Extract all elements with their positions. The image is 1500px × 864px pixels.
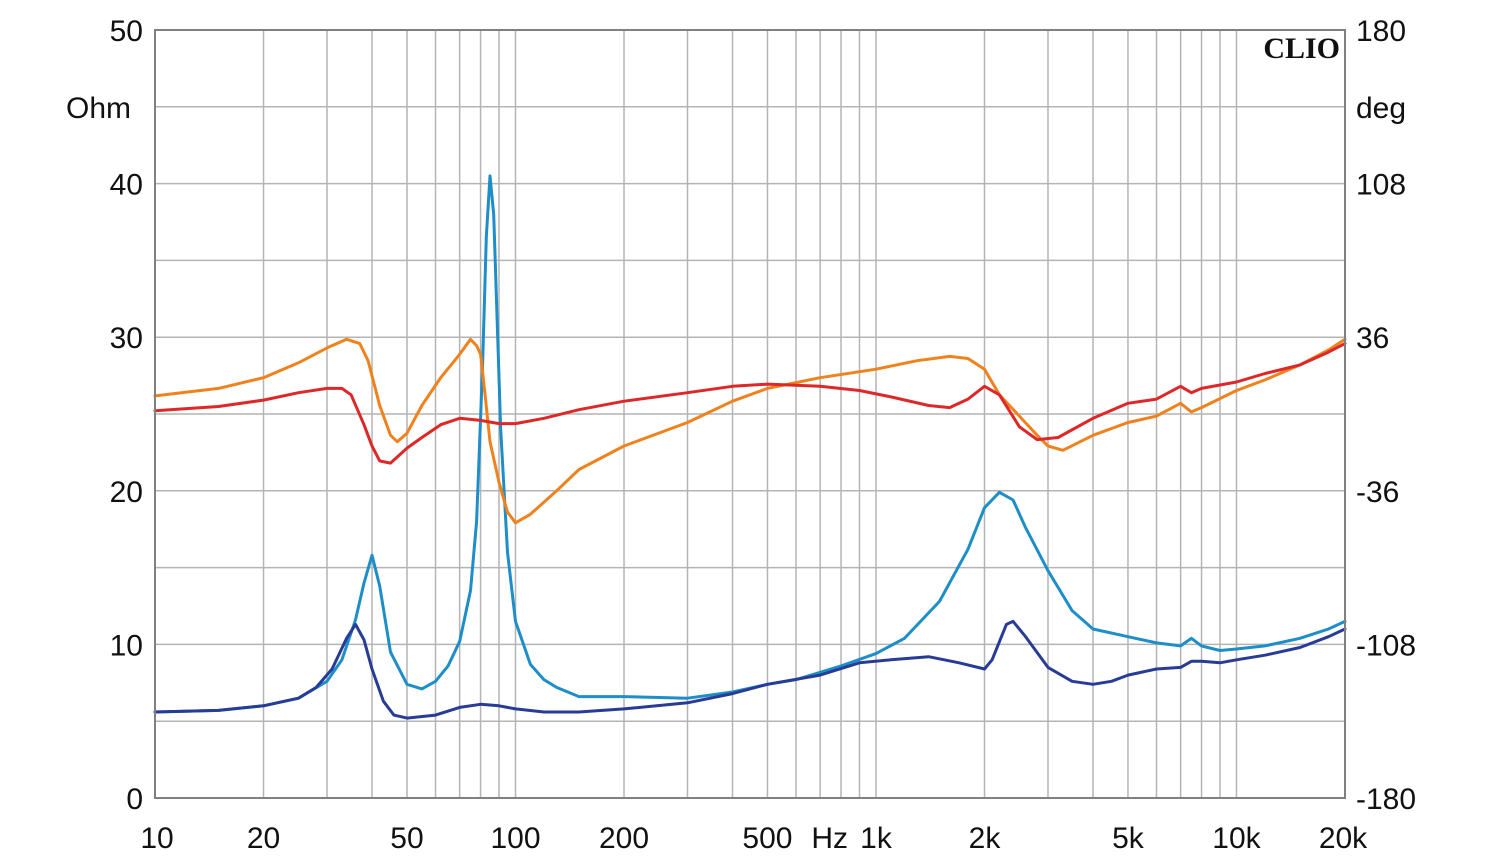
x-tick-label: 20k (1319, 822, 1368, 855)
x-tick-label: 1k (860, 822, 893, 855)
clio-watermark: CLIO (1263, 32, 1340, 65)
x-tick-label: 10k (1212, 822, 1261, 855)
y-right-tick-label: 108 (1356, 169, 1406, 202)
x-tick-label: 20 (247, 822, 280, 855)
x-tick-label: 2k (969, 822, 1002, 855)
x-tick-label: 100 (490, 822, 540, 855)
y-left-tick-label: 20 (110, 476, 143, 509)
series-layer (153, 174, 1347, 720)
y-left-tick-label: 30 (110, 322, 143, 355)
x-tick-label: 200 (599, 822, 649, 855)
y-right-tick-label: -36 (1356, 476, 1399, 509)
y-right-tick-label: -108 (1356, 629, 1416, 662)
grid (155, 30, 1345, 798)
y-left-tick-label: 40 (110, 169, 143, 202)
plot-frame (154, 29, 1346, 799)
series-impedance-a (153, 174, 1347, 714)
series-phase-a (153, 337, 1347, 525)
x-tick-label: 5k (1112, 822, 1145, 855)
series-phase-b (153, 342, 1347, 465)
y-right-tick-label: 180 (1356, 15, 1406, 48)
x-unit-label: Hz (811, 822, 848, 855)
series-impedance-b (153, 619, 1347, 720)
left-axis-unit: Ohm (66, 92, 131, 125)
y-left-tick-label: 0 (126, 783, 143, 816)
tick-labels: 10 20 50 100 200 500 1k 2k 5k 10k 20k Hz 0 10 20 30 40 50… (110, 15, 1416, 855)
y-right-tick-label: -180 (1356, 783, 1416, 816)
y-left-tick-label: 10 (110, 629, 143, 662)
right-axis-unit: deg (1356, 92, 1406, 125)
x-tick-label: 500 (742, 822, 792, 855)
y-right-tick-label: 36 (1356, 322, 1389, 355)
x-tick-label: 10 (140, 822, 173, 855)
y-left-tick-label: 50 (110, 15, 143, 48)
x-tick-label: 50 (390, 822, 423, 855)
